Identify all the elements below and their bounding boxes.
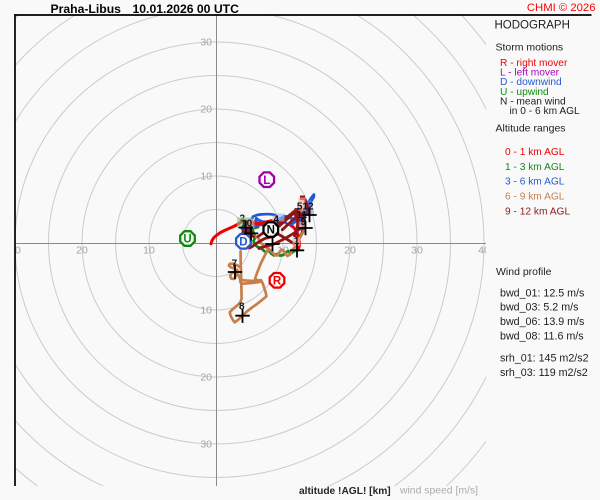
svg-text:L - left mover: L - left mover bbox=[500, 68, 560, 79]
svg-text:0 - 1 km AGL: 0 - 1 km AGL bbox=[505, 147, 565, 158]
svg-text:bwd_08: 11.6 m/s: bwd_08: 11.6 m/s bbox=[500, 331, 584, 343]
svg-text:HODOGRAPH: HODOGRAPH bbox=[495, 20, 570, 32]
svg-text:7: 7 bbox=[232, 259, 238, 270]
svg-text:R - right mover: R - right mover bbox=[500, 58, 568, 69]
svg-text:1: 1 bbox=[294, 236, 300, 247]
svg-text:4: 4 bbox=[273, 214, 279, 225]
svg-text:10: 10 bbox=[200, 171, 212, 183]
svg-text:20: 20 bbox=[200, 104, 212, 116]
svg-text:bwd_01: 12.5 m/s: bwd_01: 12.5 m/s bbox=[500, 287, 584, 299]
svg-text:8: 8 bbox=[239, 302, 245, 313]
svg-text:20: 20 bbox=[200, 372, 212, 384]
svg-text:10: 10 bbox=[200, 305, 212, 317]
svg-text:Wind profile: Wind profile bbox=[496, 266, 552, 278]
svg-text:11: 11 bbox=[297, 210, 308, 221]
svg-text:U - upwind: U - upwind bbox=[500, 87, 549, 98]
svg-text:D - downwind: D - downwind bbox=[500, 77, 562, 88]
svg-text:Storm motions: Storm motions bbox=[496, 42, 564, 54]
svg-text:3 - 6 km AGL: 3 - 6 km AGL bbox=[505, 177, 565, 188]
svg-text:30: 30 bbox=[200, 37, 212, 49]
svg-text:10: 10 bbox=[143, 245, 155, 257]
svg-text:CHMI © 2026: CHMI © 2026 bbox=[527, 2, 596, 14]
svg-text:srh_03: 119 m2/s2: srh_03: 119 m2/s2 bbox=[500, 367, 588, 379]
svg-text:Altitude ranges: Altitude ranges bbox=[496, 122, 566, 134]
svg-text:512: 512 bbox=[297, 202, 314, 213]
svg-text:20: 20 bbox=[76, 245, 88, 257]
svg-text:bwd_06: 13.9 m/s: bwd_06: 13.9 m/s bbox=[500, 316, 584, 328]
svg-text:N: N bbox=[267, 225, 275, 237]
svg-text:wind speed [m/s]: wind speed [m/s] bbox=[399, 486, 478, 497]
svg-text:L: L bbox=[263, 175, 270, 187]
svg-text:in 0 - 6 km AGL: in 0 - 6 km AGL bbox=[510, 106, 581, 117]
svg-text:9 - 12 km AGL: 9 - 12 km AGL bbox=[505, 206, 570, 217]
svg-text:1 - 3 km AGL: 1 - 3 km AGL bbox=[505, 162, 565, 173]
svg-text:D: D bbox=[239, 237, 247, 249]
svg-text:U: U bbox=[183, 234, 191, 246]
svg-text:6 - 9 km AGL: 6 - 9 km AGL bbox=[505, 192, 565, 203]
svg-text:Praha-Libus: Praha-Libus bbox=[51, 2, 122, 16]
svg-text:30: 30 bbox=[200, 439, 212, 451]
svg-text:20: 20 bbox=[344, 245, 356, 257]
svg-text:30: 30 bbox=[9, 245, 21, 257]
svg-text:40: 40 bbox=[478, 245, 490, 257]
svg-text:N - mean wind: N - mean wind bbox=[500, 96, 566, 107]
svg-text:10.01.2026 00 UTC: 10.01.2026 00 UTC bbox=[133, 2, 240, 16]
svg-text:10: 10 bbox=[241, 218, 253, 229]
svg-text:30: 30 bbox=[411, 245, 423, 257]
svg-text:bwd_03: 5.2 m/s: bwd_03: 5.2 m/s bbox=[500, 302, 578, 314]
svg-text:altitude !AGL! [km]: altitude !AGL! [km] bbox=[299, 486, 391, 497]
svg-text:9: 9 bbox=[301, 217, 307, 228]
svg-text:srh_01: 145 m2/s2: srh_01: 145 m2/s2 bbox=[500, 353, 589, 365]
svg-text:R: R bbox=[273, 276, 282, 288]
